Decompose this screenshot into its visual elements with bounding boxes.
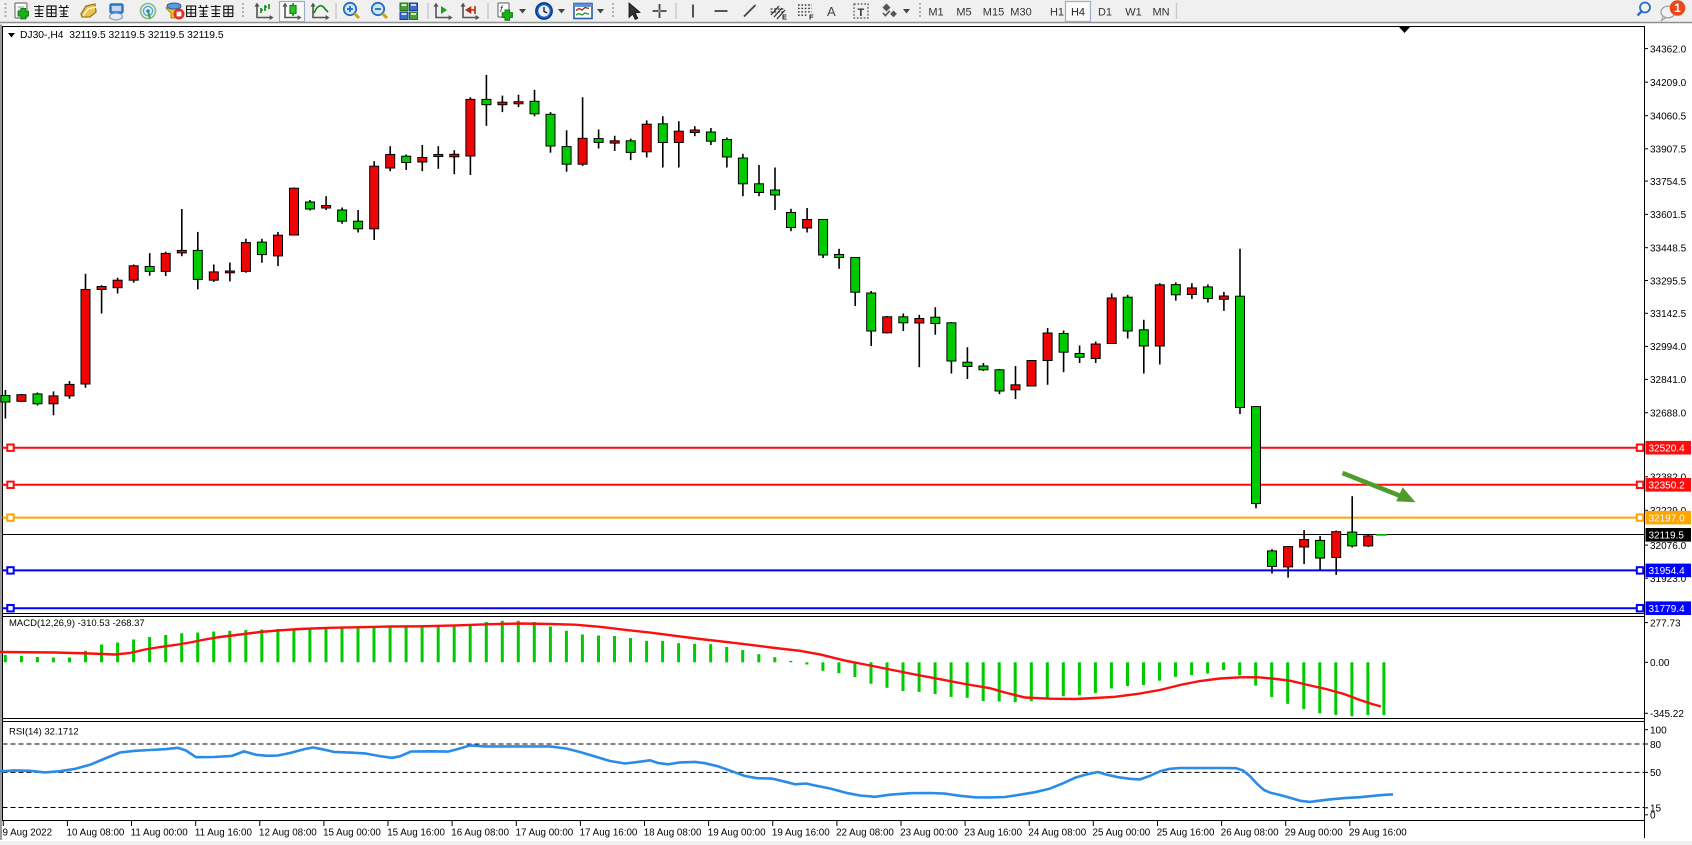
svg-text:33754.5: 33754.5	[1650, 177, 1687, 188]
svg-text:0.00: 0.00	[1650, 658, 1670, 669]
svg-text:33295.5: 33295.5	[1650, 276, 1687, 287]
svg-text:RSI(14) 32.1712: RSI(14) 32.1712	[9, 727, 79, 738]
svg-text:11 Aug 00:00: 11 Aug 00:00	[131, 828, 189, 839]
svg-text:32841.0: 32841.0	[1650, 375, 1687, 386]
svg-text:18 Aug 08:00: 18 Aug 08:00	[644, 828, 702, 839]
svg-text:31779.4: 31779.4	[1649, 604, 1686, 615]
svg-text:15 Aug 00:00: 15 Aug 00:00	[323, 828, 381, 839]
svg-text:H4: H4	[1071, 7, 1085, 19]
svg-text:M30: M30	[1010, 7, 1031, 19]
svg-text:17 Aug 16:00: 17 Aug 16:00	[580, 828, 638, 839]
svg-text:80: 80	[1650, 740, 1662, 751]
svg-text:29 Aug 16:00: 29 Aug 16:00	[1349, 828, 1407, 839]
svg-text:16 Aug 08:00: 16 Aug 08:00	[451, 828, 509, 839]
svg-text:34060.5: 34060.5	[1650, 112, 1687, 123]
svg-text:31954.4: 31954.4	[1649, 566, 1686, 577]
svg-text:23 Aug 00:00: 23 Aug 00:00	[900, 828, 958, 839]
svg-text:50: 50	[1650, 768, 1662, 779]
svg-text:H1: H1	[1050, 7, 1064, 19]
svg-text:29 Aug 00:00: 29 Aug 00:00	[1285, 828, 1343, 839]
svg-text:-345.22: -345.22	[1650, 709, 1684, 720]
svg-text:34362.0: 34362.0	[1650, 44, 1687, 55]
svg-text:32197.0: 32197.0	[1649, 513, 1686, 524]
svg-text:31923.0: 31923.0	[1650, 574, 1687, 585]
svg-text:26 Aug 08:00: 26 Aug 08:00	[1221, 828, 1279, 839]
svg-text:32350.2: 32350.2	[1649, 481, 1686, 492]
svg-text:32520.4: 32520.4	[1649, 444, 1686, 455]
svg-text:1: 1	[1674, 1, 1681, 15]
svg-text:9 Aug 2022: 9 Aug 2022	[3, 828, 53, 839]
svg-text:0: 0	[1650, 811, 1656, 822]
svg-text:10 Aug 08:00: 10 Aug 08:00	[67, 828, 125, 839]
svg-text:12 Aug 08:00: 12 Aug 08:00	[259, 828, 317, 839]
svg-text:17 Aug 00:00: 17 Aug 00:00	[516, 828, 574, 839]
svg-text:24 Aug 08:00: 24 Aug 08:00	[1028, 828, 1086, 839]
svg-text:33142.5: 33142.5	[1650, 309, 1687, 320]
svg-text:32688.0: 32688.0	[1650, 409, 1687, 420]
svg-text:15: 15	[1650, 804, 1662, 815]
svg-text:25 Aug 16:00: 25 Aug 16:00	[1157, 828, 1215, 839]
svg-text:T: T	[858, 7, 865, 19]
svg-text:33907.5: 33907.5	[1650, 145, 1687, 156]
svg-text:22 Aug 08:00: 22 Aug 08:00	[836, 828, 894, 839]
svg-text:MN: MN	[1152, 7, 1169, 19]
svg-text:32076.0: 32076.0	[1650, 541, 1687, 552]
svg-text:277.73: 277.73	[1650, 618, 1681, 629]
svg-text:E: E	[782, 13, 787, 22]
svg-text:W1: W1	[1125, 7, 1142, 19]
svg-text:M1: M1	[928, 7, 943, 19]
svg-text:DJ30-,H4 32119.5 32119.5 3211: DJ30-,H4 32119.5 32119.5 32119.5 32119.5	[20, 30, 224, 41]
svg-text:M5: M5	[956, 7, 971, 19]
svg-text:25 Aug 00:00: 25 Aug 00:00	[1093, 828, 1151, 839]
svg-text:MACD(12,26,9) -310.53 -268.37: MACD(12,26,9) -310.53 -268.37	[9, 618, 145, 629]
svg-text:19 Aug 16:00: 19 Aug 16:00	[772, 828, 830, 839]
svg-text:32119.5: 32119.5	[1649, 531, 1685, 542]
svg-text:A: A	[827, 4, 836, 19]
svg-text:32994.0: 32994.0	[1650, 342, 1687, 353]
svg-text:f: f	[500, 4, 504, 14]
svg-text:23 Aug 16:00: 23 Aug 16:00	[964, 828, 1022, 839]
svg-text:100: 100	[1650, 726, 1667, 737]
svg-text:11 Aug 16:00: 11 Aug 16:00	[195, 828, 253, 839]
svg-text:19 Aug 00:00: 19 Aug 00:00	[708, 828, 766, 839]
svg-text:F: F	[809, 13, 814, 22]
svg-text:15 Aug 16:00: 15 Aug 16:00	[387, 828, 445, 839]
svg-text:34209.0: 34209.0	[1650, 78, 1687, 89]
svg-text:33448.5: 33448.5	[1650, 244, 1687, 255]
svg-text:D1: D1	[1098, 7, 1112, 19]
svg-text:33601.5: 33601.5	[1650, 210, 1687, 221]
svg-text:M15: M15	[983, 7, 1004, 19]
